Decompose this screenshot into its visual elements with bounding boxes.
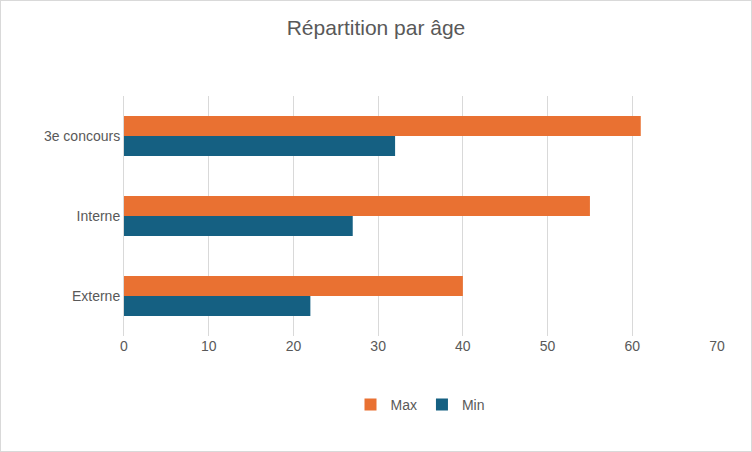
svg-text:Répartition par âge: Répartition par âge <box>287 16 466 39</box>
svg-text:Min: Min <box>462 397 485 413</box>
svg-text:20: 20 <box>286 338 302 354</box>
svg-text:30: 30 <box>370 338 386 354</box>
svg-text:3e concours: 3e concours <box>44 128 120 144</box>
svg-text:Max: Max <box>391 397 417 413</box>
svg-text:10: 10 <box>201 338 217 354</box>
svg-text:50: 50 <box>540 338 556 354</box>
svg-text:60: 60 <box>625 338 641 354</box>
svg-text:Interne: Interne <box>77 208 121 224</box>
svg-text:Externe: Externe <box>72 288 120 304</box>
svg-text:0: 0 <box>120 338 128 354</box>
svg-text:70: 70 <box>709 338 725 354</box>
svg-text:40: 40 <box>455 338 471 354</box>
